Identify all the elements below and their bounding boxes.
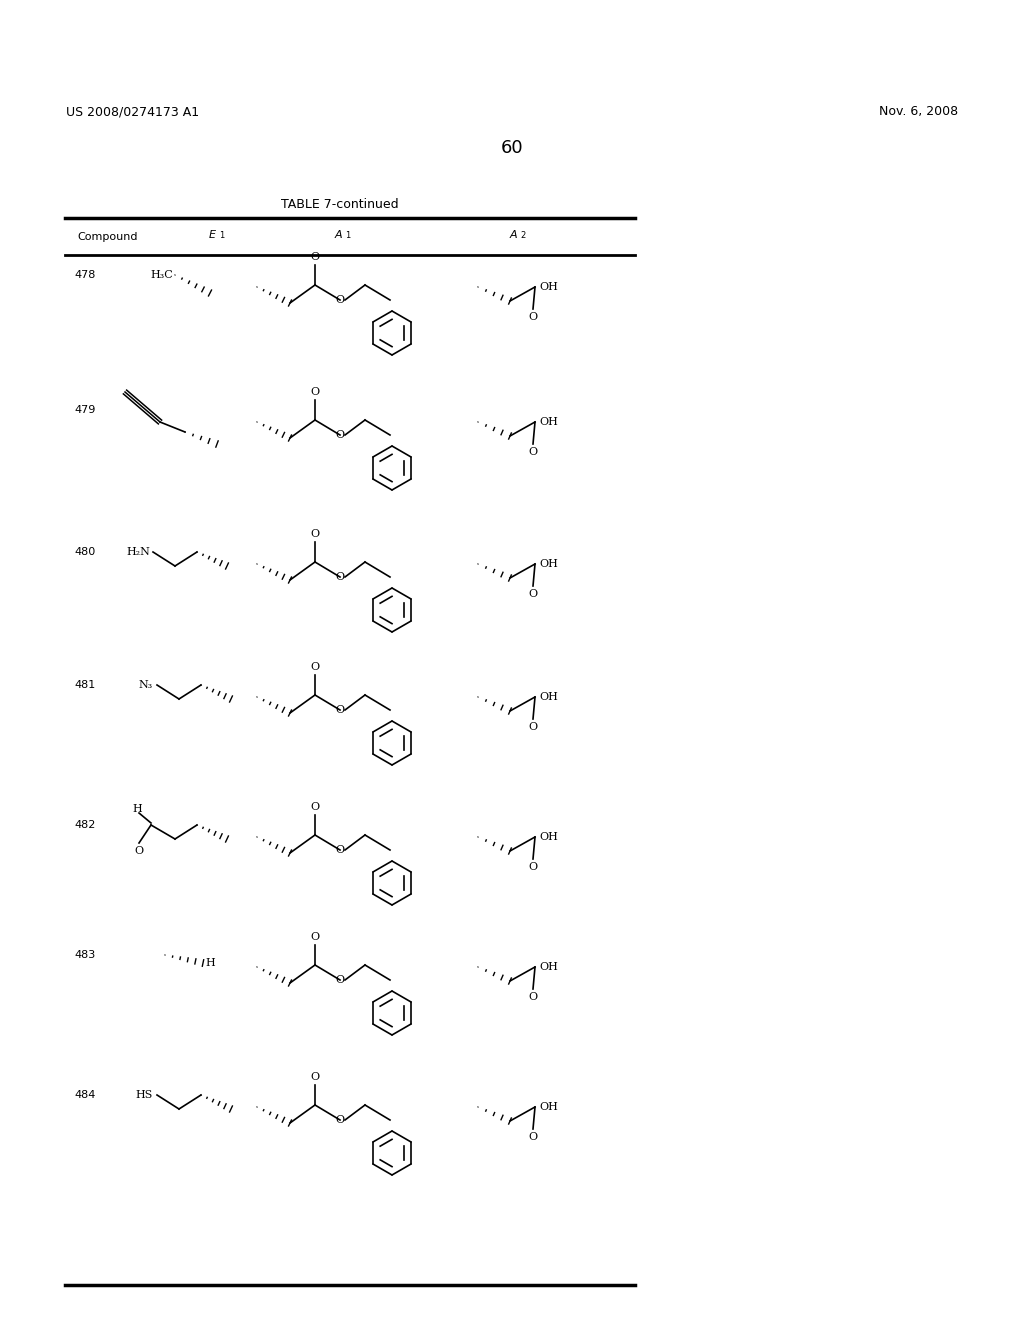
- Text: 484: 484: [75, 1090, 95, 1100]
- Text: O: O: [134, 846, 143, 855]
- Text: 2: 2: [520, 231, 525, 240]
- Text: US 2008/0274173 A1: US 2008/0274173 A1: [66, 106, 199, 119]
- Text: O: O: [310, 803, 319, 812]
- Text: H: H: [205, 958, 215, 968]
- Text: OH: OH: [539, 962, 558, 972]
- Text: OH: OH: [539, 832, 558, 842]
- Text: H: H: [132, 804, 142, 814]
- Text: Compound: Compound: [78, 232, 138, 242]
- Text: OH: OH: [539, 282, 558, 292]
- Text: O: O: [528, 722, 538, 733]
- Text: OH: OH: [539, 417, 558, 426]
- Text: O: O: [310, 387, 319, 397]
- Text: Nov. 6, 2008: Nov. 6, 2008: [879, 106, 958, 119]
- Text: O: O: [310, 663, 319, 672]
- Text: 480: 480: [75, 546, 95, 557]
- Text: 1: 1: [219, 231, 224, 240]
- Text: O: O: [336, 845, 344, 855]
- Text: O: O: [310, 529, 319, 539]
- Text: O: O: [310, 252, 319, 261]
- Text: 483: 483: [75, 950, 95, 960]
- Text: A: A: [334, 230, 342, 240]
- Text: O: O: [310, 1072, 319, 1082]
- Text: O: O: [528, 589, 538, 599]
- Text: N₃: N₃: [138, 680, 153, 690]
- Text: 481: 481: [75, 680, 95, 690]
- Text: 479: 479: [75, 405, 95, 414]
- Text: OH: OH: [539, 558, 558, 569]
- Text: A: A: [509, 230, 517, 240]
- Text: O: O: [336, 572, 344, 582]
- Text: H₃C: H₃C: [151, 271, 173, 280]
- Text: O: O: [528, 447, 538, 457]
- Text: O: O: [528, 993, 538, 1002]
- Text: O: O: [336, 705, 344, 715]
- Text: O: O: [336, 975, 344, 985]
- Text: O: O: [336, 430, 344, 440]
- Text: HS: HS: [135, 1090, 153, 1100]
- Text: 478: 478: [75, 271, 95, 280]
- Text: O: O: [528, 862, 538, 873]
- Text: 1: 1: [345, 231, 350, 240]
- Text: E: E: [209, 230, 215, 240]
- Text: O: O: [336, 1115, 344, 1125]
- Text: 60: 60: [501, 139, 523, 157]
- Text: O: O: [528, 312, 538, 322]
- Text: H₂N: H₂N: [126, 546, 150, 557]
- Text: 482: 482: [75, 820, 95, 830]
- Text: TABLE 7-continued: TABLE 7-continued: [282, 198, 398, 210]
- Text: O: O: [336, 294, 344, 305]
- Text: O: O: [528, 1133, 538, 1142]
- Text: OH: OH: [539, 1102, 558, 1111]
- Text: OH: OH: [539, 692, 558, 702]
- Text: O: O: [310, 932, 319, 942]
